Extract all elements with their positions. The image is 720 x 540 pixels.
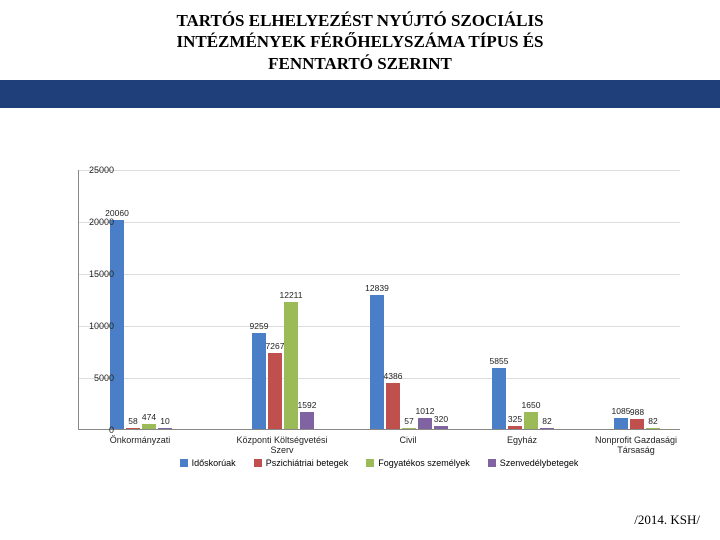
bar-value-label: 58	[128, 416, 137, 426]
legend-swatch	[366, 459, 374, 467]
legend: Időskorúak Pszichiátriai betegek Fogyatéko…	[78, 458, 680, 468]
category-label: Önkormányzati	[90, 435, 190, 445]
title-line-3: FENNTARTÓ SZERINT	[40, 53, 680, 74]
bar-value-label: 1592	[298, 400, 317, 410]
bar: 9259	[252, 333, 266, 429]
bar-value-label: 57	[404, 416, 413, 426]
bar-value-label: 1650	[522, 400, 541, 410]
bar-group: 92597267122111592	[252, 170, 314, 429]
legend-item: Pszichiátriai betegek	[254, 458, 349, 468]
y-tick-label: 10000	[80, 321, 114, 331]
y-tick-label: 5000	[80, 373, 114, 383]
bar: 4386	[386, 383, 400, 429]
bar: 325	[508, 426, 522, 429]
title-line-1: TARTÓS ELHELYEZÉST NYÚJTÓ SZOCIÁLIS	[40, 10, 680, 31]
bar: 988	[630, 419, 644, 429]
plot-area: 2006058474109259726712211159212839438657…	[78, 170, 680, 430]
bar: 12839	[370, 295, 384, 429]
legend-swatch	[488, 459, 496, 467]
legend-swatch	[180, 459, 188, 467]
y-tick-label: 20000	[80, 217, 114, 227]
bar-group: 128394386571012320	[370, 170, 448, 429]
y-tick-label: 0	[80, 425, 114, 435]
bar-value-label: 12211	[279, 290, 302, 300]
bar: 7267	[268, 353, 282, 429]
bar-value-label: 7267	[266, 341, 285, 351]
footnote: /2014. KSH/	[634, 512, 700, 528]
bar: 1592	[300, 412, 314, 429]
bar: 1650	[524, 412, 538, 429]
chart-container: 2006058474109259726712211159212839438657…	[40, 170, 680, 470]
bar-value-label: 4386	[384, 371, 403, 381]
bar: 5855	[492, 368, 506, 429]
bar: 320	[434, 426, 448, 429]
legend-item: Időskorúak	[180, 458, 236, 468]
category-label: Civil	[358, 435, 458, 445]
bar-value-label: 12839	[365, 283, 389, 293]
bar-value-label: 5855	[490, 356, 509, 366]
legend-item: Fogyatékos személyek	[366, 458, 470, 468]
bar-value-label: 474	[142, 412, 156, 422]
bar-value-label: 9259	[250, 321, 269, 331]
bar: 82	[540, 428, 554, 429]
legend-item: Szenvedélybetegek	[488, 458, 579, 468]
legend-label: Időskorúak	[192, 458, 236, 468]
bar: 1012	[418, 418, 432, 429]
bar: 12211	[284, 302, 298, 429]
bar-value-label: 82	[542, 416, 551, 426]
bar-group: 200605847410	[110, 170, 172, 429]
y-tick-label: 15000	[80, 269, 114, 279]
bar-value-label: 82	[648, 416, 657, 426]
y-tick-label: 25000	[80, 165, 114, 175]
bar-group: 108598882	[614, 170, 660, 429]
legend-label: Pszichiátriai betegek	[266, 458, 349, 468]
legend-label: Szenvedélybetegek	[500, 458, 579, 468]
bar: 10	[158, 428, 172, 429]
bar: 57	[402, 428, 416, 429]
bar: 58	[126, 428, 140, 429]
legend-swatch	[254, 459, 262, 467]
title-line-2: INTÉZMÉNYEK FÉRŐHELYSZÁMA TÍPUS ÉS	[40, 31, 680, 52]
bar: 1085	[614, 418, 628, 429]
bar-value-label: 1085	[612, 406, 631, 416]
header-banner	[0, 80, 720, 108]
page-title: TARTÓS ELHELYEZÉST NYÚJTÓ SZOCIÁLIS INTÉ…	[0, 0, 720, 82]
bar-value-label: 325	[508, 414, 522, 424]
bar-value-label: 10	[160, 416, 169, 426]
bar-value-label: 320	[434, 414, 448, 424]
bar-value-label: 988	[630, 407, 644, 417]
bar: 474	[142, 424, 156, 429]
category-label: Központi KöltségvetésiSzerv	[232, 435, 332, 455]
legend-label: Fogyatékos személyek	[378, 458, 470, 468]
bar-value-label: 1012	[416, 406, 435, 416]
bar-group: 5855325165082	[492, 170, 554, 429]
category-label: Nonprofit GazdaságiTársaság	[586, 435, 686, 455]
category-label: Egyház	[472, 435, 572, 445]
bar: 82	[646, 428, 660, 429]
